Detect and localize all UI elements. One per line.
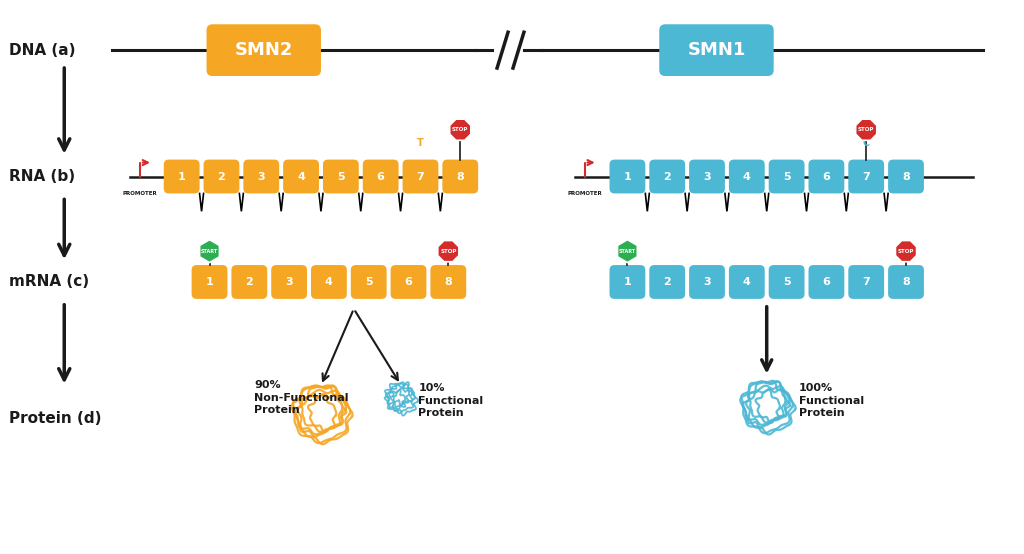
- Text: RNA (b): RNA (b): [8, 169, 75, 184]
- FancyBboxPatch shape: [888, 265, 924, 299]
- FancyBboxPatch shape: [729, 265, 765, 299]
- FancyBboxPatch shape: [659, 24, 774, 76]
- FancyBboxPatch shape: [689, 160, 725, 193]
- Text: START: START: [618, 249, 636, 254]
- FancyBboxPatch shape: [204, 160, 240, 193]
- FancyBboxPatch shape: [809, 160, 845, 193]
- Polygon shape: [856, 119, 877, 140]
- FancyBboxPatch shape: [430, 265, 466, 299]
- FancyBboxPatch shape: [231, 265, 267, 299]
- Text: 8: 8: [902, 172, 910, 182]
- Text: T: T: [417, 137, 424, 148]
- Text: STOP: STOP: [452, 127, 468, 132]
- Text: mRNA (c): mRNA (c): [8, 274, 89, 290]
- Text: 1: 1: [178, 172, 185, 182]
- Text: 7: 7: [417, 172, 424, 182]
- Text: 4: 4: [325, 277, 333, 287]
- Polygon shape: [450, 119, 471, 140]
- Text: 7: 7: [862, 277, 870, 287]
- Polygon shape: [617, 240, 637, 263]
- Text: 3: 3: [257, 172, 265, 182]
- FancyBboxPatch shape: [689, 265, 725, 299]
- Text: 1: 1: [624, 172, 631, 182]
- Text: 5: 5: [782, 277, 791, 287]
- FancyBboxPatch shape: [848, 160, 884, 193]
- Text: PROMOTER: PROMOTER: [567, 192, 602, 197]
- Text: 6: 6: [377, 172, 385, 182]
- Text: 8: 8: [444, 277, 453, 287]
- FancyBboxPatch shape: [362, 160, 398, 193]
- Text: 4: 4: [742, 172, 751, 182]
- FancyBboxPatch shape: [244, 160, 280, 193]
- Text: SMN1: SMN1: [687, 41, 745, 59]
- Text: 2: 2: [217, 172, 225, 182]
- Text: 90%
Non-Functional
Protein: 90% Non-Functional Protein: [254, 381, 349, 416]
- Text: 1: 1: [624, 277, 631, 287]
- Text: STOP: STOP: [858, 127, 874, 132]
- Text: 100%
Functional
Protein: 100% Functional Protein: [799, 383, 863, 418]
- FancyBboxPatch shape: [390, 265, 426, 299]
- FancyBboxPatch shape: [848, 265, 884, 299]
- Text: 8: 8: [457, 172, 464, 182]
- FancyBboxPatch shape: [609, 265, 645, 299]
- FancyBboxPatch shape: [191, 265, 227, 299]
- Text: START: START: [201, 249, 218, 254]
- Text: 5: 5: [365, 277, 373, 287]
- Text: 4: 4: [297, 172, 305, 182]
- Text: Protein (d): Protein (d): [8, 411, 101, 426]
- FancyBboxPatch shape: [284, 160, 318, 193]
- FancyBboxPatch shape: [271, 265, 307, 299]
- Text: 6: 6: [822, 277, 830, 287]
- Text: SMN2: SMN2: [234, 41, 293, 59]
- FancyBboxPatch shape: [809, 265, 845, 299]
- FancyBboxPatch shape: [207, 24, 321, 76]
- FancyBboxPatch shape: [888, 160, 924, 193]
- Polygon shape: [437, 240, 459, 261]
- Text: 10%
Functional
Protein: 10% Functional Protein: [419, 383, 483, 418]
- Text: 3: 3: [703, 172, 711, 182]
- Text: 5: 5: [782, 172, 791, 182]
- Text: 8: 8: [902, 277, 910, 287]
- Text: STOP: STOP: [440, 249, 457, 254]
- Text: 6: 6: [404, 277, 413, 287]
- FancyBboxPatch shape: [351, 265, 387, 299]
- Text: 7: 7: [862, 172, 870, 182]
- Text: 5: 5: [337, 172, 345, 182]
- FancyBboxPatch shape: [649, 265, 685, 299]
- Text: 6: 6: [822, 172, 830, 182]
- Text: 3: 3: [703, 277, 711, 287]
- Text: DNA (a): DNA (a): [8, 43, 75, 58]
- Text: 2: 2: [664, 172, 671, 182]
- FancyBboxPatch shape: [769, 265, 805, 299]
- FancyBboxPatch shape: [402, 160, 438, 193]
- Polygon shape: [200, 240, 219, 263]
- Text: 2: 2: [664, 277, 671, 287]
- FancyBboxPatch shape: [323, 160, 358, 193]
- FancyBboxPatch shape: [729, 160, 765, 193]
- Text: 3: 3: [286, 277, 293, 287]
- FancyBboxPatch shape: [164, 160, 200, 193]
- FancyBboxPatch shape: [311, 265, 347, 299]
- Text: 2: 2: [246, 277, 253, 287]
- Text: 1: 1: [206, 277, 213, 287]
- Polygon shape: [895, 240, 916, 261]
- FancyBboxPatch shape: [609, 160, 645, 193]
- Text: 4: 4: [742, 277, 751, 287]
- Text: PROMOTER: PROMOTER: [123, 192, 158, 197]
- FancyBboxPatch shape: [649, 160, 685, 193]
- Text: C: C: [862, 137, 869, 148]
- FancyBboxPatch shape: [769, 160, 805, 193]
- Text: STOP: STOP: [898, 249, 914, 254]
- FancyBboxPatch shape: [442, 160, 478, 193]
